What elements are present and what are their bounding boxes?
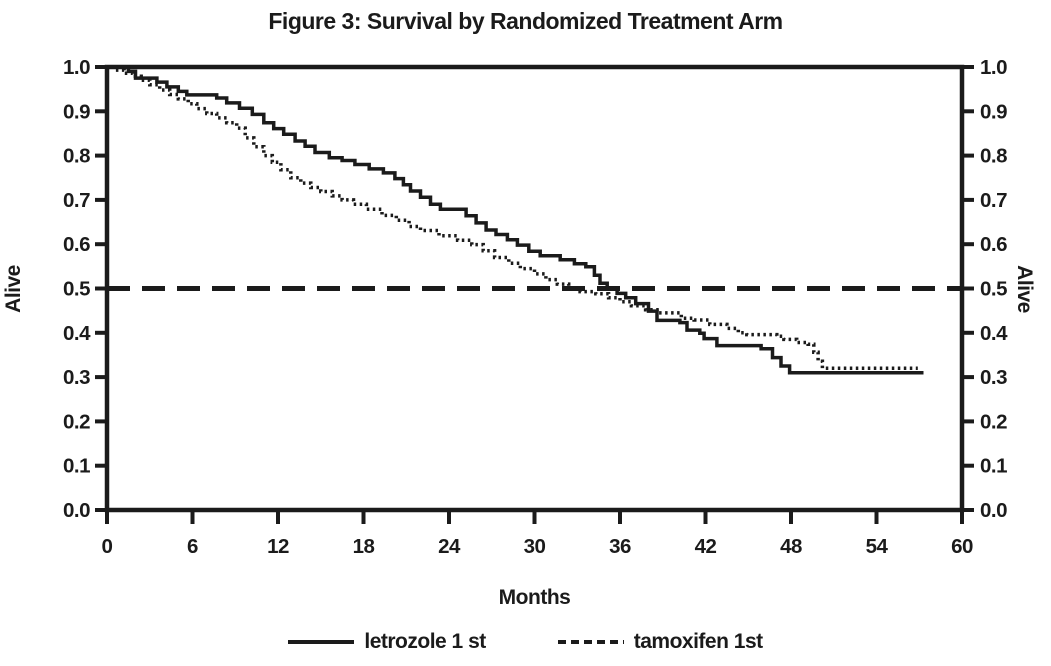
y-tick-label-left: 0.1 [63,455,90,478]
y-tick-label-right: 0.0 [980,499,1007,522]
x-tick-label: 54 [866,535,889,558]
y-tick-label-left: 0.6 [63,233,90,256]
legend-entry-letrozole: letrozole 1 st [288,630,486,654]
y-tick-label-left: 0.7 [63,189,90,212]
figure-title: Figure 3: Survival by Randomized Treatme… [268,8,783,34]
x-tick-label: 6 [187,535,198,558]
y-tick-label-right: 0.9 [980,100,1007,123]
legend: letrozole 1 st tamoxifen 1st [0,630,1051,654]
y-tick-label-right: 0.7 [980,189,1007,212]
y-axis-title-left: Alive [2,265,25,313]
y-tick-label-right: 0.4 [980,322,1008,345]
y-tick-label-right: 0.8 [980,145,1007,168]
x-tick-label: 42 [695,535,717,558]
tamoxifen-curve [107,65,918,370]
x-tick-label: 60 [951,535,973,558]
legend-entry-tamoxifen: tamoxifen 1st [557,630,763,654]
x-axis-title: Months [498,586,571,609]
y-tick-label-left: 0.8 [63,145,90,168]
y-tick-label-right: 0.5 [980,278,1007,301]
y-tick-label-left: 0.5 [63,278,90,301]
x-tick-label: 30 [524,535,546,558]
y-tick-label-right: 0.2 [980,410,1007,433]
legend-label-letrozole: letrozole 1 st [364,630,486,653]
legend-label-tamoxifen: tamoxifen 1st [633,630,763,653]
y-tick-label-left: 1.0 [63,56,90,79]
y-tick-label-left: 0.9 [63,100,90,123]
dotted-line-sample-icon [557,640,624,644]
y-axis-title-right: Alive [1013,265,1036,313]
x-tick-label: 0 [102,535,113,558]
y-tick-label-left: 0.4 [63,322,91,345]
solid-line-sample-icon [288,640,355,644]
x-tick-label: 24 [438,535,461,558]
letrozole-curve [107,65,924,375]
y-tick-label-left: 0.3 [63,366,90,389]
y-tick-label-right: 0.3 [980,366,1007,389]
y-tick-label-right: 0.6 [980,233,1007,256]
x-tick-label: 12 [267,535,289,558]
y-tick-label-left: 0.0 [63,499,90,522]
y-tick-label-left: 0.2 [63,410,90,433]
x-tick-label: 36 [609,535,631,558]
y-tick-label-right: 0.1 [980,455,1007,478]
y-tick-label-right: 1.0 [980,56,1007,79]
x-tick-label: 18 [353,535,375,558]
x-tick-label: 48 [780,535,802,558]
